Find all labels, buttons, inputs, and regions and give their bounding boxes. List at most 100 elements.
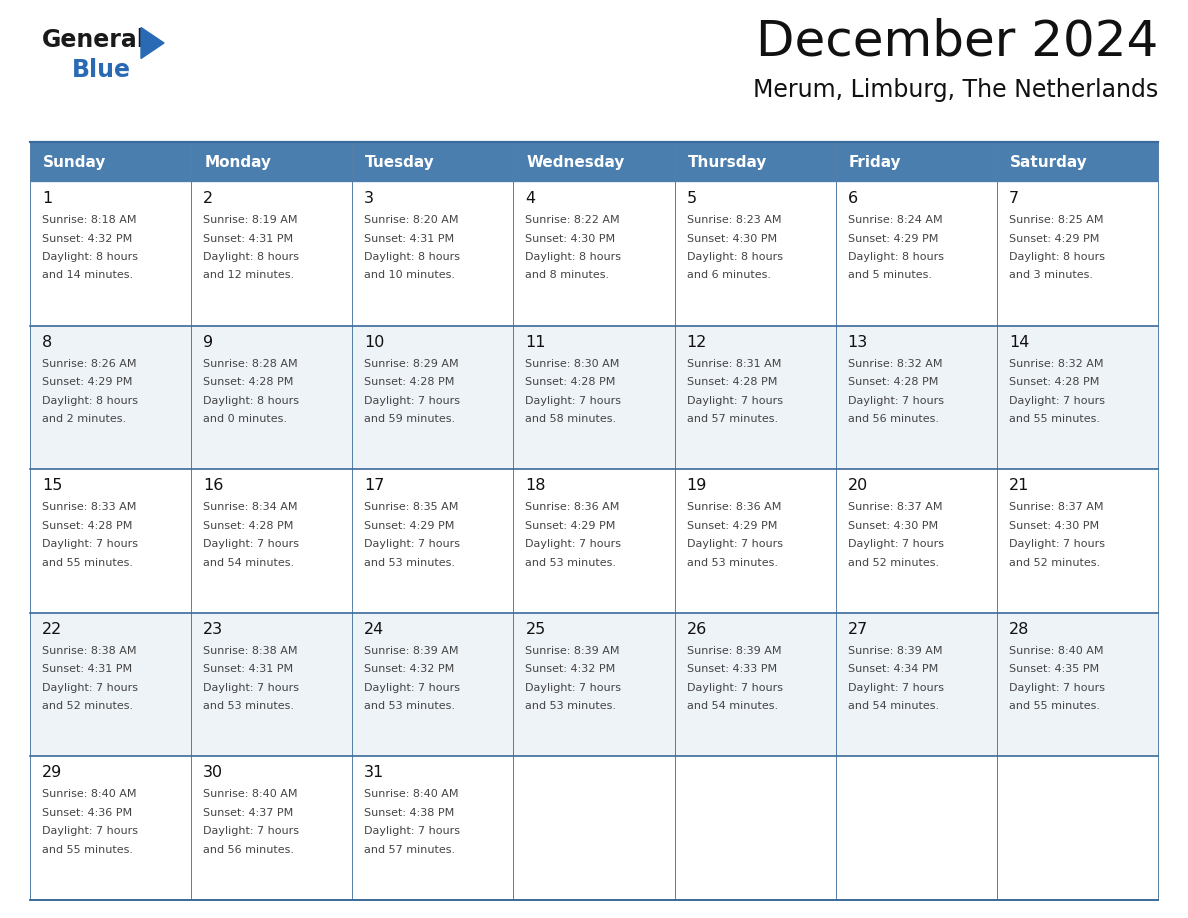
Text: Sunrise: 8:40 AM: Sunrise: 8:40 AM	[1009, 645, 1104, 655]
Text: Sunset: 4:36 PM: Sunset: 4:36 PM	[42, 808, 132, 818]
Text: Daylight: 7 hours: Daylight: 7 hours	[42, 683, 138, 693]
Text: Daylight: 7 hours: Daylight: 7 hours	[848, 539, 943, 549]
Bar	[30, 756, 191, 900]
Text: Sunrise: 8:38 AM: Sunrise: 8:38 AM	[42, 645, 137, 655]
Text: and 59 minutes.: and 59 minutes.	[365, 414, 455, 424]
Text: Daylight: 7 hours: Daylight: 7 hours	[687, 683, 783, 693]
Text: 1: 1	[42, 191, 52, 206]
Text: Tuesday: Tuesday	[365, 154, 435, 170]
Text: Merum, Limburg, The Netherlands: Merum, Limburg, The Netherlands	[753, 78, 1158, 102]
Text: Daylight: 7 hours: Daylight: 7 hours	[365, 396, 460, 406]
Text: and 53 minutes.: and 53 minutes.	[687, 558, 778, 567]
Text: Thursday: Thursday	[688, 154, 767, 170]
Bar	[513, 613, 675, 756]
Text: 15: 15	[42, 478, 63, 493]
Bar	[675, 613, 835, 756]
Text: Sunset: 4:38 PM: Sunset: 4:38 PM	[365, 808, 455, 818]
Text: Sunrise: 8:24 AM: Sunrise: 8:24 AM	[848, 215, 942, 225]
Text: Sunrise: 8:33 AM: Sunrise: 8:33 AM	[42, 502, 137, 512]
Polygon shape	[141, 28, 164, 59]
Text: Daylight: 8 hours: Daylight: 8 hours	[848, 252, 943, 262]
Text: 4: 4	[525, 191, 536, 206]
Text: and 2 minutes.: and 2 minutes.	[42, 414, 126, 424]
Text: 26: 26	[687, 621, 707, 637]
Text: Daylight: 7 hours: Daylight: 7 hours	[848, 396, 943, 406]
Text: and 57 minutes.: and 57 minutes.	[687, 414, 778, 424]
Text: Sunset: 4:28 PM: Sunset: 4:28 PM	[203, 377, 293, 387]
Text: 9: 9	[203, 334, 214, 350]
Text: Daylight: 7 hours: Daylight: 7 hours	[365, 539, 460, 549]
Text: 10: 10	[365, 334, 385, 350]
Bar	[997, 142, 1158, 182]
Text: Sunrise: 8:35 AM: Sunrise: 8:35 AM	[365, 502, 459, 512]
Text: Daylight: 8 hours: Daylight: 8 hours	[687, 252, 783, 262]
Text: Sunrise: 8:20 AM: Sunrise: 8:20 AM	[365, 215, 459, 225]
Text: Sunrise: 8:39 AM: Sunrise: 8:39 AM	[848, 645, 942, 655]
Text: 21: 21	[1009, 478, 1029, 493]
Bar	[353, 326, 513, 469]
Bar	[513, 326, 675, 469]
Text: and 52 minutes.: and 52 minutes.	[1009, 558, 1100, 567]
Text: Daylight: 7 hours: Daylight: 7 hours	[687, 396, 783, 406]
Text: and 56 minutes.: and 56 minutes.	[203, 845, 295, 855]
Text: Sunset: 4:30 PM: Sunset: 4:30 PM	[687, 233, 777, 243]
Text: Daylight: 7 hours: Daylight: 7 hours	[365, 826, 460, 836]
Text: Sunset: 4:29 PM: Sunset: 4:29 PM	[525, 521, 615, 531]
Bar	[835, 756, 997, 900]
Bar	[835, 469, 997, 613]
Text: Sunset: 4:28 PM: Sunset: 4:28 PM	[1009, 377, 1099, 387]
Text: Sunset: 4:32 PM: Sunset: 4:32 PM	[365, 665, 455, 675]
Text: Sunset: 4:31 PM: Sunset: 4:31 PM	[365, 233, 455, 243]
Text: Daylight: 7 hours: Daylight: 7 hours	[203, 683, 299, 693]
Text: Sunrise: 8:36 AM: Sunrise: 8:36 AM	[525, 502, 620, 512]
Text: Sunrise: 8:37 AM: Sunrise: 8:37 AM	[848, 502, 942, 512]
Text: Daylight: 7 hours: Daylight: 7 hours	[1009, 396, 1105, 406]
Text: 20: 20	[848, 478, 868, 493]
Text: Daylight: 7 hours: Daylight: 7 hours	[1009, 683, 1105, 693]
Text: Sunset: 4:32 PM: Sunset: 4:32 PM	[42, 233, 132, 243]
Text: 5: 5	[687, 191, 696, 206]
Bar	[835, 326, 997, 469]
Text: 11: 11	[525, 334, 546, 350]
Bar	[675, 182, 835, 326]
Text: Daylight: 7 hours: Daylight: 7 hours	[848, 683, 943, 693]
Text: Daylight: 8 hours: Daylight: 8 hours	[42, 252, 138, 262]
Text: Daylight: 7 hours: Daylight: 7 hours	[1009, 539, 1105, 549]
Bar	[191, 142, 353, 182]
Bar	[353, 142, 513, 182]
Bar	[191, 182, 353, 326]
Text: Daylight: 7 hours: Daylight: 7 hours	[203, 539, 299, 549]
Text: and 54 minutes.: and 54 minutes.	[687, 701, 778, 711]
Text: Sunrise: 8:39 AM: Sunrise: 8:39 AM	[687, 645, 781, 655]
Text: Sunset: 4:28 PM: Sunset: 4:28 PM	[365, 377, 455, 387]
Text: 31: 31	[365, 766, 385, 780]
Text: Sunrise: 8:38 AM: Sunrise: 8:38 AM	[203, 645, 298, 655]
Bar	[675, 756, 835, 900]
Text: and 12 minutes.: and 12 minutes.	[203, 271, 295, 281]
Text: and 52 minutes.: and 52 minutes.	[848, 558, 939, 567]
Text: Daylight: 8 hours: Daylight: 8 hours	[1009, 252, 1105, 262]
Bar	[835, 613, 997, 756]
Text: General: General	[42, 28, 146, 52]
Text: Monday: Monday	[204, 154, 271, 170]
Text: 7: 7	[1009, 191, 1019, 206]
Bar	[191, 756, 353, 900]
Text: 19: 19	[687, 478, 707, 493]
Bar	[513, 469, 675, 613]
Bar	[835, 142, 997, 182]
Text: Sunday: Sunday	[43, 154, 107, 170]
Text: and 6 minutes.: and 6 minutes.	[687, 271, 771, 281]
Text: Daylight: 7 hours: Daylight: 7 hours	[42, 539, 138, 549]
Text: Daylight: 8 hours: Daylight: 8 hours	[42, 396, 138, 406]
Text: Sunrise: 8:18 AM: Sunrise: 8:18 AM	[42, 215, 137, 225]
Text: Sunrise: 8:40 AM: Sunrise: 8:40 AM	[203, 789, 298, 800]
Text: and 55 minutes.: and 55 minutes.	[42, 845, 133, 855]
Text: Daylight: 7 hours: Daylight: 7 hours	[525, 396, 621, 406]
Text: Sunrise: 8:26 AM: Sunrise: 8:26 AM	[42, 359, 137, 369]
Text: Sunrise: 8:32 AM: Sunrise: 8:32 AM	[848, 359, 942, 369]
Bar	[30, 469, 191, 613]
Bar	[353, 469, 513, 613]
Text: Sunset: 4:31 PM: Sunset: 4:31 PM	[203, 665, 293, 675]
Text: Sunset: 4:28 PM: Sunset: 4:28 PM	[525, 377, 615, 387]
Bar	[835, 182, 997, 326]
